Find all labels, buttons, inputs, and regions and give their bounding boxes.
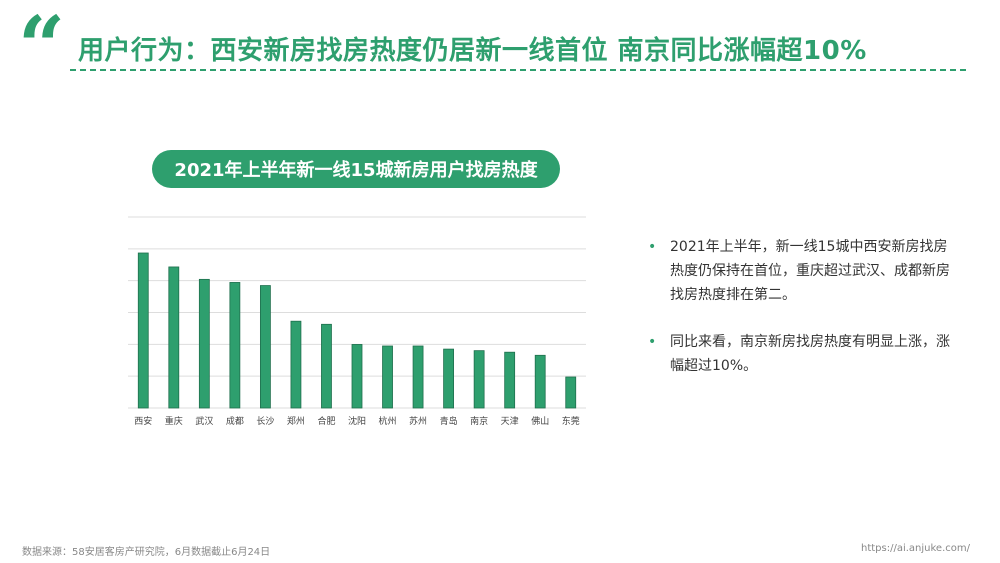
bar-沈阳 xyxy=(351,344,363,409)
bar-西安 xyxy=(137,252,149,409)
bar-长沙 xyxy=(259,285,271,409)
chart-title: 2021年上半年新一线15城新房用户找房热度 xyxy=(174,160,538,181)
data-source: 数据来源：58安居客房产研究院，6月数据截止6月24日 xyxy=(22,547,271,558)
bullet-icon: • xyxy=(648,239,657,255)
x-tick-label: 成都 xyxy=(226,415,244,427)
bar-东莞 xyxy=(565,376,577,409)
x-tick-label: 合肥 xyxy=(317,415,335,427)
x-tick-label: 武汉 xyxy=(195,415,213,427)
title-divider xyxy=(70,69,966,71)
bar-南京 xyxy=(473,350,485,409)
chart-title-pill: 2021年上半年新一线15城新房用户找房热度 xyxy=(152,150,560,188)
slide-title: 用户行为：西安新房找房热度仍居新一线首位 南京同比涨幅超10% xyxy=(78,36,867,66)
note-item: • 同比来看，南京新房找房热度有明显上涨，涨幅超过10%。 xyxy=(648,331,960,379)
bar-重庆 xyxy=(168,266,180,409)
notes-panel: • 2021年上半年，新一线15城中西安新房找房热度仍保持在首位，重庆超过武汉、… xyxy=(648,236,960,403)
x-tick-label: 沈阳 xyxy=(348,415,366,427)
bar-苏州 xyxy=(412,345,424,409)
x-tick-label: 长沙 xyxy=(256,415,274,427)
note-item: • 2021年上半年，新一线15城中西安新房找房热度仍保持在首位，重庆超过武汉、… xyxy=(648,236,960,307)
x-tick-label: 青岛 xyxy=(440,415,458,427)
bullet-icon: • xyxy=(648,334,657,351)
bar-天津 xyxy=(504,351,516,409)
source-url: https://ai.anjuke.com/ xyxy=(860,543,970,554)
bar-郑州 xyxy=(290,320,302,409)
bar-chart: 西安 重庆 武汉 成都 长沙 郑州 合肥 沈阳 杭州 苏州 青岛 南京 天津 佛山 东莞 xyxy=(128,216,586,427)
x-tick-label: 杭州 xyxy=(379,415,397,427)
bar-杭州 xyxy=(382,345,393,409)
bar-青岛 xyxy=(443,348,455,409)
x-tick-label: 西安 xyxy=(134,415,152,427)
note-text: 2021年上半年，新一线15城中西安新房找房热度仍保持在首位，重庆超过武汉、成都… xyxy=(670,239,950,303)
bar-武汉 xyxy=(198,278,210,409)
x-tick-label: 东莞 xyxy=(562,415,580,427)
bar-成都 xyxy=(229,282,241,409)
x-tick-label: 郑州 xyxy=(287,415,305,427)
bar-佛山 xyxy=(534,354,546,409)
x-tick-label: 重庆 xyxy=(165,415,183,427)
bar-合肥 xyxy=(321,323,332,409)
x-tick-label: 佛山 xyxy=(531,415,549,427)
x-tick-label: 天津 xyxy=(501,416,519,427)
quote-mark-icon: “ xyxy=(18,0,66,95)
note-text: 同比来看，南京新房找房热度有明显上涨，涨幅超过10%。 xyxy=(670,334,950,375)
x-tick-label: 南京 xyxy=(470,415,488,427)
x-tick-label: 苏州 xyxy=(409,415,427,427)
